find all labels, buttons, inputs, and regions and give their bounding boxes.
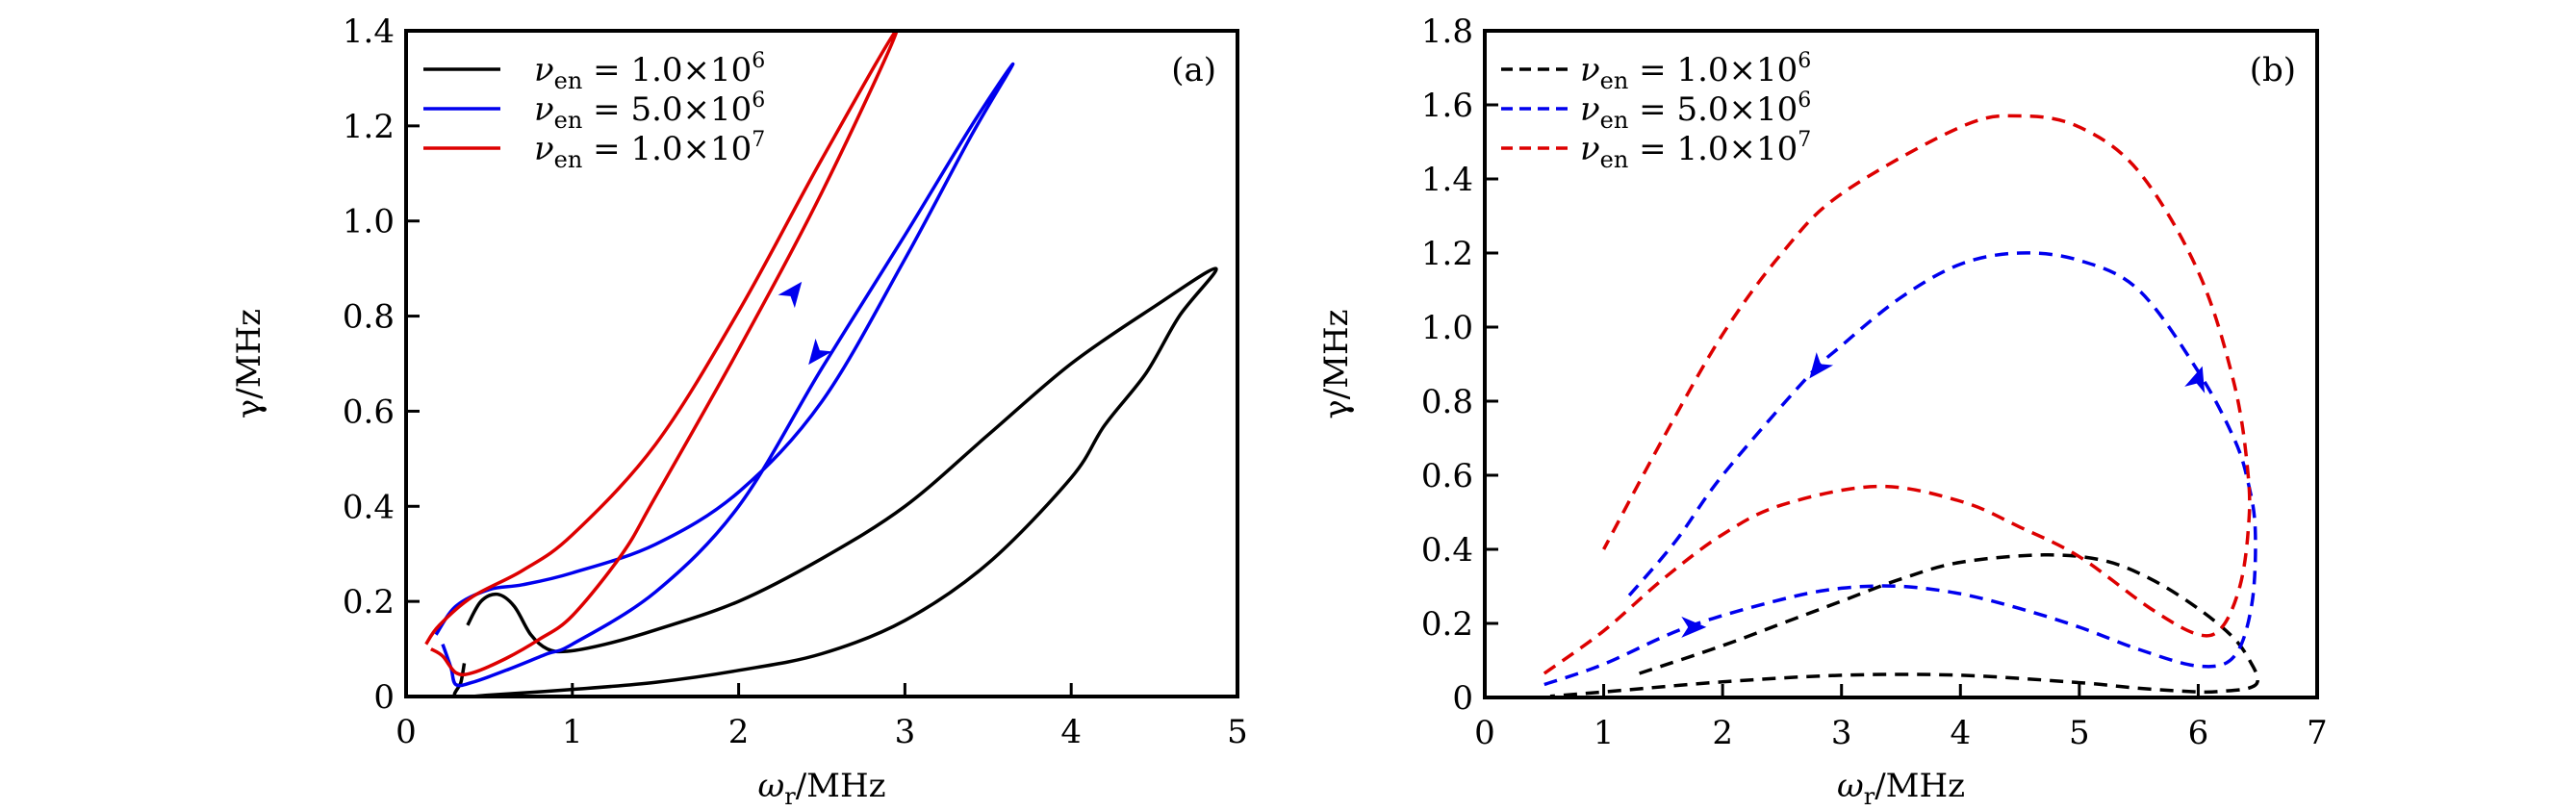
series-line-1 — [1549, 553, 2260, 697]
panel-b: 0 1 2 3 4 5 6 7 0 0.2 0.4 0.6 0.8 1.0 1.2 1.4 1.6 1.8 ωr/M… — [1317, 13, 2328, 810]
y-tick-label: 1.2 — [1421, 235, 1473, 273]
y-tick-label: 0 — [373, 678, 395, 717]
y-tick-label: 1.8 — [1421, 13, 1473, 51]
direction-arrow-2 — [808, 338, 832, 366]
x-tick-label: 3 — [1831, 714, 1852, 752]
x-tick-label: 3 — [895, 713, 916, 751]
x-tick-label: 1 — [562, 713, 583, 751]
y-tick-label: 0.2 — [343, 583, 395, 621]
legend-label-1: νen = 1.0×106 — [534, 49, 765, 94]
x-tick-label: 6 — [2188, 714, 2209, 752]
x-tick-label: 2 — [1712, 714, 1733, 752]
legend-label-2: νen = 5.0×106 — [1580, 89, 1811, 134]
x-tick-label: 2 — [728, 713, 750, 751]
y-tick-label: 1.6 — [1421, 87, 1473, 125]
series-group — [424, 31, 1218, 697]
series-line-3 — [424, 31, 899, 677]
x-tick-label: 4 — [1950, 714, 1971, 752]
direction-arrow-1 — [1681, 616, 1707, 638]
x-tick-label: 4 — [1060, 713, 1082, 751]
direction-arrow-1 — [778, 281, 803, 309]
direction-arrow-3 — [2184, 366, 2206, 393]
series-line-1 — [452, 266, 1218, 697]
y-axis-title: γ/MHz — [230, 309, 268, 418]
y-tick-label: 1.4 — [343, 13, 395, 51]
y-tick-label: 0.8 — [1421, 383, 1473, 421]
legend-label-1: νen = 1.0×106 — [1580, 49, 1811, 94]
y-tick-label: 0.4 — [343, 488, 395, 526]
x-axis-title: ωr/MHz — [757, 767, 885, 810]
series-line-3 — [1543, 114, 2252, 675]
legend-label-3: νen = 1.0×107 — [534, 128, 765, 173]
y-tick-label: 0 — [1452, 679, 1473, 718]
y-tick-label: 0.8 — [343, 298, 395, 337]
y-tick-label: 1.2 — [343, 108, 395, 146]
y-tick-label: 0.6 — [1421, 457, 1473, 495]
y-tick-label: 0.2 — [1421, 605, 1473, 644]
direction-arrow-2 — [1809, 352, 1834, 379]
panel-a: 0 1 2 3 4 5 0 0.2 0.4 0.6 0.8 1.0 1.2 1.4 ωr/MHz γ/MHz (… — [230, 13, 1248, 810]
y-tick-label: 1.0 — [1421, 309, 1473, 347]
x-axis-title: ωr/MHz — [1837, 767, 1965, 810]
series-line-2 — [434, 62, 1015, 688]
x-tick-label: 0 — [395, 713, 417, 751]
y-tick-label: 1.4 — [1421, 161, 1473, 199]
x-tick-label: 7 — [2307, 714, 2328, 752]
series-line-2 — [1543, 251, 2257, 687]
x-tick-label: 5 — [1227, 713, 1248, 751]
x-tick-label: 5 — [2069, 714, 2090, 752]
series-group — [1543, 114, 2260, 697]
y-axis-title: γ/MHz — [1317, 309, 1356, 418]
y-tick-label: 0.4 — [1421, 531, 1473, 570]
plot-frame — [1483, 29, 2319, 699]
panel-label: (b) — [2250, 51, 2296, 89]
y-tick-label: 1.0 — [343, 203, 395, 241]
y-tick-label: 0.6 — [343, 393, 395, 431]
panel-label: (a) — [1171, 51, 1216, 89]
plot-frame — [404, 29, 1239, 698]
legend-label-3: νen = 1.0×107 — [1580, 128, 1811, 173]
x-tick-label: 1 — [1594, 714, 1615, 752]
legend-label-2: νen = 5.0×106 — [534, 89, 765, 134]
x-tick-label: 0 — [1474, 714, 1495, 752]
